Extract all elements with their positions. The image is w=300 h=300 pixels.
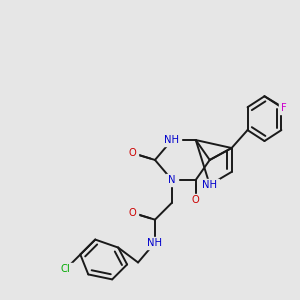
Bar [163, 134, 181, 146]
Bar [166, 174, 178, 186]
Text: N: N [168, 175, 176, 185]
Bar [58, 263, 73, 275]
Text: O: O [128, 208, 136, 218]
Bar [126, 147, 138, 159]
Bar [190, 194, 202, 206]
Text: NH: NH [202, 180, 217, 190]
Bar [146, 237, 164, 248]
Text: Cl: Cl [61, 264, 70, 274]
Text: NH: NH [164, 135, 179, 145]
Bar [279, 102, 290, 114]
Text: F: F [281, 103, 287, 113]
Bar [126, 207, 138, 219]
Text: O: O [192, 195, 200, 205]
Bar [201, 179, 219, 191]
Text: O: O [128, 148, 136, 158]
Text: NH: NH [148, 238, 163, 248]
